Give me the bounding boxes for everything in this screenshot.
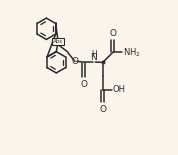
Text: NH$_2$: NH$_2$ xyxy=(123,46,140,59)
Text: H: H xyxy=(91,50,96,59)
Text: O: O xyxy=(99,105,106,114)
Text: O: O xyxy=(72,57,79,66)
Text: OH: OH xyxy=(113,85,126,94)
Text: Abs: Abs xyxy=(53,39,63,44)
Text: N: N xyxy=(90,53,97,62)
FancyBboxPatch shape xyxy=(52,38,64,45)
Text: O: O xyxy=(109,29,116,38)
Text: O: O xyxy=(80,80,87,89)
